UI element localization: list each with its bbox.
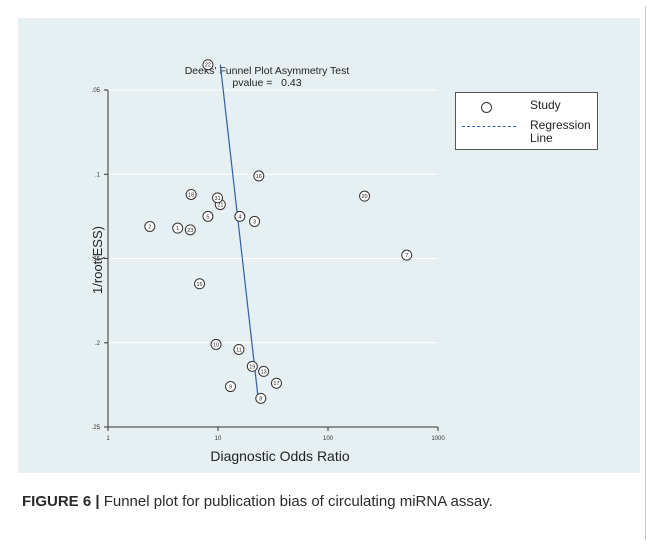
study-label: 1 — [176, 226, 179, 232]
study-marker — [225, 381, 237, 393]
study-marker — [246, 360, 258, 372]
y-tick-label: .1 — [95, 172, 101, 178]
study-point: 11 — [233, 343, 245, 355]
study-marker — [233, 343, 245, 355]
x-tick-label: 1 — [106, 436, 110, 442]
legend-entry-study: Study — [456, 97, 597, 117]
caption-label: FIGURE 6 | — [22, 493, 100, 510]
study-marker — [202, 210, 214, 222]
study-marker — [210, 338, 222, 350]
study-marker — [359, 190, 371, 202]
study-point: 5 — [202, 210, 214, 222]
legend: Study Regression Line — [455, 92, 598, 150]
study-marker — [202, 59, 214, 71]
study-label: 4 — [238, 214, 241, 220]
x-tick-label: 1000 — [431, 436, 445, 442]
study-marker — [234, 210, 246, 222]
study-label: 7 — [405, 253, 408, 259]
figure-frame — [6, 6, 646, 540]
study-label: 2 — [148, 224, 151, 230]
study-label: 10 — [213, 342, 219, 348]
study-point: 17 — [270, 377, 282, 389]
study-point: 1 — [172, 222, 184, 234]
study-point: 7 — [401, 249, 413, 261]
y-tick-label: .25 — [92, 425, 101, 431]
study-label: 19 — [249, 364, 255, 370]
y-tick-label: .05 — [92, 88, 101, 94]
study-label: 23 — [187, 228, 193, 234]
study-label: 11 — [236, 347, 242, 353]
study-point: 15 — [194, 278, 206, 290]
study-point: 2 — [144, 220, 156, 232]
x-axis-label: Diagnostic Odds Ratio — [210, 448, 350, 464]
study-marker — [255, 392, 267, 404]
chart-title: Deeks' Funnel Plot Asymmetry Test — [185, 65, 350, 77]
study-marker — [270, 377, 282, 389]
x-tick-label: 10 — [215, 436, 222, 442]
study-point: 13 — [258, 365, 270, 377]
study-marker — [253, 170, 265, 182]
study-label: 3 — [253, 219, 256, 225]
study-point: 8 — [255, 392, 267, 404]
study-marker — [194, 278, 206, 290]
study-marker — [249, 215, 261, 227]
study-point: 22 — [202, 59, 214, 71]
study-marker — [172, 222, 184, 234]
study-point: 18 — [185, 188, 197, 200]
study-point: 23 — [184, 224, 196, 236]
study-label: 16 — [256, 174, 262, 180]
study-label: 5 — [206, 214, 209, 220]
study-point: 20 — [359, 190, 371, 202]
study-label: 13 — [261, 369, 267, 375]
study-label: 21 — [217, 203, 223, 209]
legend-label: Study — [530, 98, 561, 112]
study-point: 10 — [210, 338, 222, 350]
study-point: 19 — [246, 360, 258, 372]
chart-subtitle: pvalue = 0.43 — [232, 77, 301, 89]
study-marker — [212, 192, 224, 204]
study-marker — [185, 188, 197, 200]
study-label: 22 — [205, 63, 211, 69]
legend-entry-regression-line: Regression Line — [456, 117, 597, 147]
study-point: 4 — [234, 210, 246, 222]
study-label: 15 — [197, 282, 203, 288]
x-tick-label: 100 — [323, 436, 334, 442]
dashed-line-icon — [462, 126, 516, 127]
y-axis-label: 1/root(ESS) — [90, 226, 105, 294]
study-marker — [184, 224, 196, 236]
study-label: 20 — [362, 194, 368, 200]
study-label: 8 — [259, 396, 262, 402]
study-label: 31 — [214, 196, 220, 202]
caption-text: Funnel plot for publication bias of circ… — [99, 493, 493, 510]
study-label: 18 — [188, 192, 194, 198]
study-label: 17 — [273, 381, 279, 387]
circle-icon — [481, 102, 492, 113]
study-point: 3 — [249, 215, 261, 227]
study-marker — [258, 365, 270, 377]
study-point: 9 — [225, 381, 237, 393]
funnel-plot: Deeks' Funnel Plot Asymmetry Test pvalue… — [90, 59, 445, 464]
regression-line — [219, 64, 259, 396]
legend-label: Regression Line — [530, 118, 591, 145]
study-point: 16 — [253, 170, 265, 182]
study-label: 9 — [229, 385, 232, 391]
study-point: 31 — [212, 192, 224, 204]
y-tick-label: .15 — [92, 257, 101, 263]
study-marker — [401, 249, 413, 261]
y-tick-label: .2 — [95, 341, 101, 347]
figure-caption: FIGURE 6 | Funnel plot for publication b… — [22, 492, 634, 512]
study-marker — [144, 220, 156, 232]
